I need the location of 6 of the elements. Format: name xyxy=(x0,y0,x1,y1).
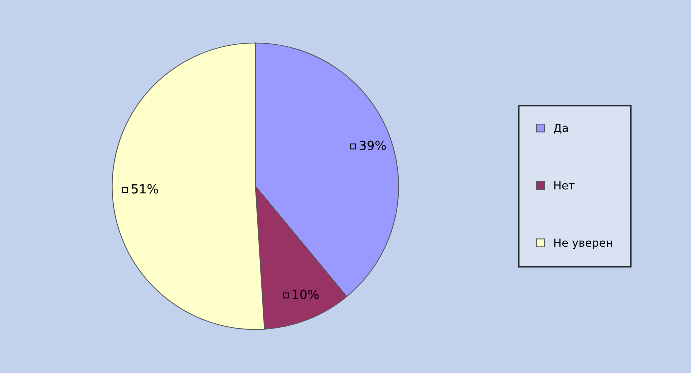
legend-label: Да xyxy=(554,124,568,134)
legend-label: Не уверен xyxy=(554,238,612,250)
data-label: 39% xyxy=(360,140,386,150)
data-label: 10% xyxy=(293,290,319,300)
data-label: 51% xyxy=(132,184,158,194)
legend-label: Нет xyxy=(554,181,575,190)
